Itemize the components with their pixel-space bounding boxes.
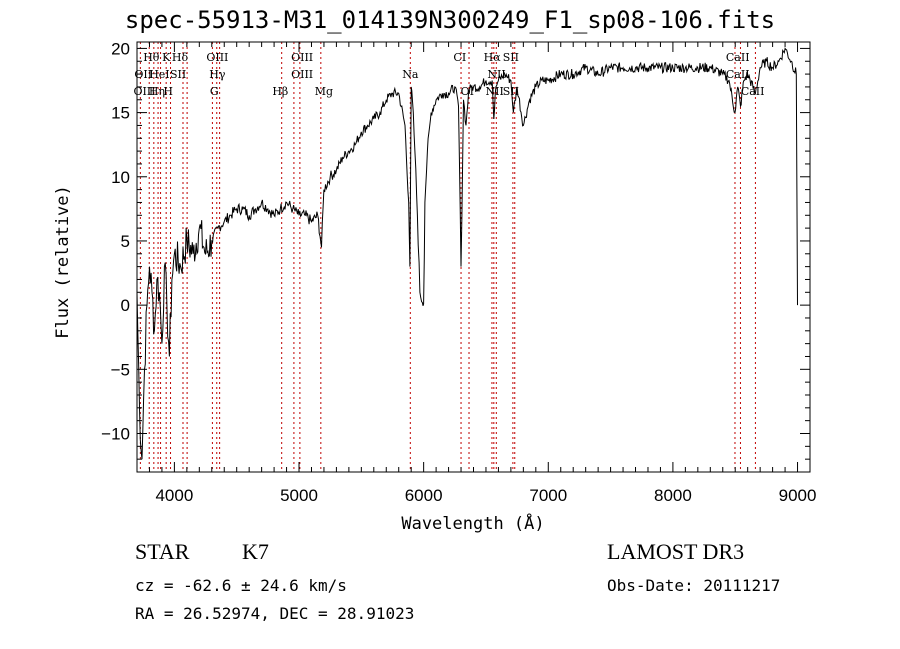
spectrum-series-line	[136, 47, 798, 460]
y-tick-label: 0	[121, 296, 130, 315]
line-label: NII	[486, 85, 504, 98]
line-label: Hβ	[272, 85, 288, 98]
line-label: NII	[487, 68, 505, 81]
chart-title: spec-55913-M31_014139N300249_F1_sp08-106…	[124, 6, 776, 34]
plot-frame	[136, 41, 811, 473]
x-tick-label: 7000	[529, 486, 567, 505]
line-label: Hη	[149, 85, 165, 98]
line-label: H	[163, 85, 173, 98]
line-label: CaII	[726, 68, 750, 81]
axes-layer: 4000 5000 6000 7000 8000 9000 −10 −5 0 5 10 15 20	[101, 39, 816, 505]
line-label: CaII	[741, 85, 765, 98]
line-label: Hγ	[209, 68, 226, 81]
line-label: K	[162, 51, 171, 64]
line-label: Na	[402, 68, 419, 81]
line-label: OIII	[133, 85, 155, 98]
x-tick-label: 9000	[779, 486, 817, 505]
line-label: OIII	[291, 51, 313, 64]
line-label: SII	[503, 85, 519, 98]
y-tick-label: −10	[101, 424, 130, 443]
ra-dec-text: RA = 26.52974, DEC = 28.91023	[135, 604, 415, 623]
obs-date-text: Obs-Date: 20111217	[607, 576, 781, 595]
class-label: STAR	[135, 539, 190, 564]
line-label: SII	[170, 68, 186, 81]
survey-label: LAMOST DR3	[607, 539, 745, 564]
line-label: Hδ	[172, 51, 189, 64]
y-tick-label: 20	[111, 39, 130, 58]
y-tick-label: 15	[111, 104, 130, 123]
x-tick-label: 4000	[155, 486, 193, 505]
line-label: OIII	[291, 68, 313, 81]
y-tick-label: −5	[111, 360, 130, 379]
y-axis-label: Flux (relative)	[53, 185, 73, 339]
x-axis-label: Wavelength (Å)	[401, 512, 544, 534]
redshift-text: cz = -62.6 ± 24.6 km/s	[135, 576, 347, 595]
line-label: OIII	[206, 51, 228, 64]
line-label: Mg	[315, 85, 333, 98]
line-label: SII	[503, 51, 519, 64]
y-tick-label: 10	[111, 168, 130, 187]
line-label: OII	[134, 68, 152, 81]
line-label: OI	[461, 85, 474, 98]
line-label: CI	[453, 51, 466, 64]
subclass-label: K7	[242, 539, 269, 564]
x-tick-label: 6000	[405, 486, 443, 505]
x-tick-label: 5000	[280, 486, 318, 505]
line-label: Hα	[484, 51, 502, 64]
line-label: CaII	[726, 51, 750, 64]
y-tick-label: 5	[121, 232, 130, 251]
x-tick-label: 8000	[654, 486, 692, 505]
line-label: HeI	[149, 68, 169, 81]
line-label: G	[210, 85, 219, 98]
emission-lines-layer	[139, 42, 756, 472]
line-label: Hθ	[143, 51, 160, 64]
